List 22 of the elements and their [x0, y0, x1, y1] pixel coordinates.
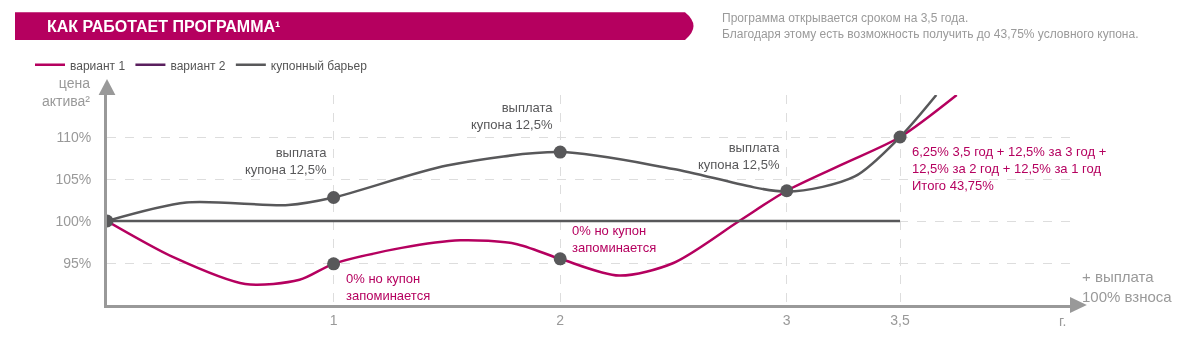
- x-tick-label: 3,5: [890, 311, 910, 328]
- annotation: выплата купона 12,5%: [471, 100, 554, 132]
- legend-label: вариант 2: [170, 58, 226, 73]
- y-tick-label: 100%: [55, 212, 92, 229]
- x-tick-label: 3: [782, 311, 791, 328]
- annotation: 0% но купон запоминается: [572, 223, 657, 255]
- y-axis-title: цена актива²: [42, 75, 91, 110]
- annotation: выплата купона 12,5%: [698, 140, 781, 172]
- annotation: 0% но купон запоминается: [346, 271, 431, 303]
- x-tick-label: 2: [556, 311, 565, 328]
- y-tick-label: 95%: [63, 254, 92, 271]
- y-tick-label: 105%: [55, 170, 92, 187]
- text: + выплата 100% взноса: [1082, 268, 1173, 305]
- annotation: 6,25% 3,5 год + 12,5% за 3 год + 12,5% за 2 год + 12,5% за 1 год Итого 43,75%: [912, 144, 1107, 193]
- annotation: выплата купона 12,5%: [245, 145, 328, 177]
- chart-title: КАК РАБОТАЕТ ПРОГРАММА¹: [47, 18, 281, 35]
- x-tick-label: 1: [329, 311, 338, 328]
- x-axis-title: г.: [1059, 313, 1067, 329]
- chart-subtitle: Программа открывается сроком на 3,5 года. Благодаря этому есть возможность получить до 43,75% условного купона.: [722, 11, 1139, 41]
- legend-label: вариант 1: [70, 58, 126, 73]
- legend-label: купонный барьер: [270, 58, 368, 73]
- y-tick-label: 110%: [56, 128, 92, 145]
